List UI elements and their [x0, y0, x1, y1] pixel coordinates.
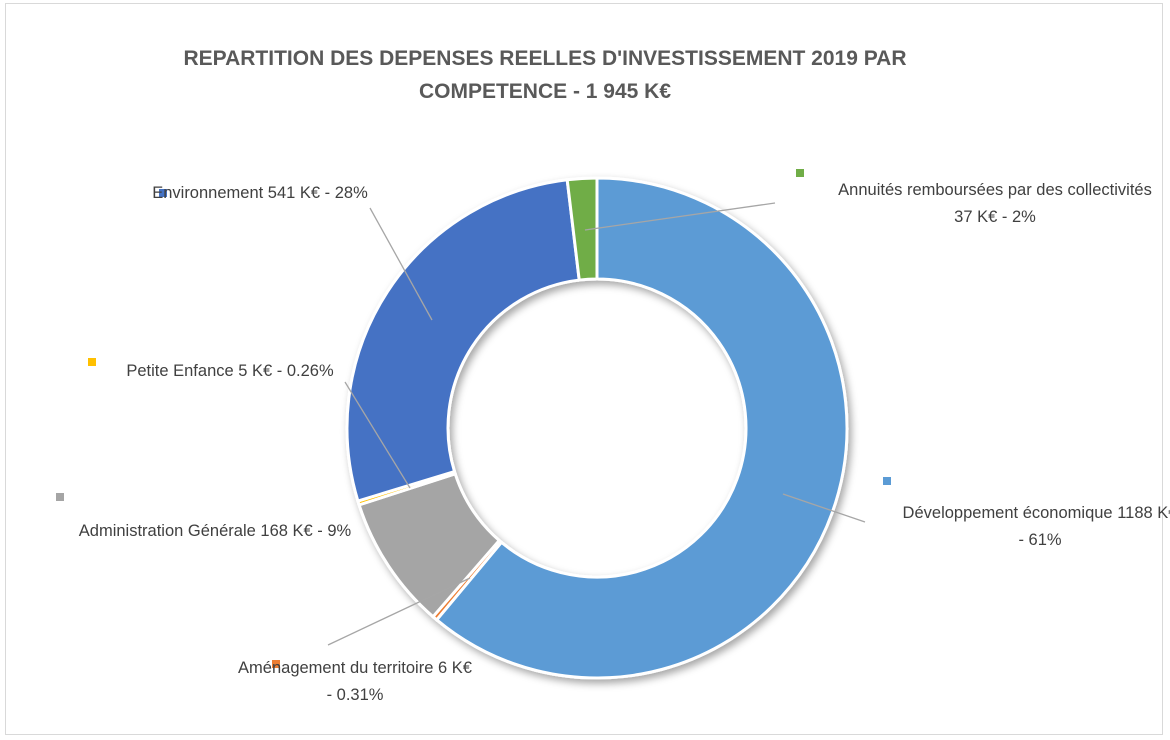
legend-marker — [159, 189, 167, 197]
chart-title: REPARTITION DES DEPENSES REELLES D'INVES… — [183, 47, 907, 103]
chart-frame — [5, 3, 1163, 735]
legend-marker — [56, 493, 64, 501]
value-label: 1188 K€ - 61% — [1018, 504, 1170, 549]
value-label: 37 K€ - 2% — [954, 208, 1036, 226]
value-label: 5 K€ - 0.26% — [238, 362, 334, 380]
donut — [345, 176, 849, 680]
leader-lines — [327, 202, 866, 646]
slice — [565, 176, 599, 282]
leader-line — [327, 577, 471, 646]
value-label: 168 K€ - 9% — [260, 522, 352, 540]
category-name: Développement économique — [902, 504, 1113, 522]
category-name: Petite Enfance — [126, 362, 234, 380]
slice — [345, 178, 581, 503]
leader-line — [782, 493, 866, 523]
leader-line — [369, 207, 433, 321]
data-label: Petite Enfance 5 K€ - 0.26% — [110, 358, 350, 385]
data-label: Administration Générale 168 K€ - 9% — [75, 518, 355, 545]
category-name: Environnement — [152, 184, 264, 202]
data-label: Annuités remboursées par des collectivit… — [830, 177, 1160, 231]
value-label: 541 K€ - 28% — [267, 184, 368, 202]
legend-marker — [883, 477, 891, 485]
category-name: Annuités remboursées par des collectivit… — [838, 181, 1152, 199]
data-label: Environnement 541 K€ - 28% — [140, 180, 380, 207]
legend-marker — [796, 169, 804, 177]
category-name: Administration Générale — [78, 522, 256, 540]
category-name: Aménagement du territoire — [238, 659, 434, 677]
leader-line — [584, 202, 776, 231]
value-label: 6 K€ - 0.31% — [326, 659, 472, 704]
slice — [434, 176, 849, 680]
leader-line — [344, 381, 411, 489]
legend-marker — [88, 358, 96, 366]
legend-marker — [272, 660, 280, 668]
data-label: Aménagement du territoire 6 K€ - 0.31% — [235, 655, 475, 709]
data-label: Développement économique 1188 K€ - 61% — [900, 500, 1170, 554]
